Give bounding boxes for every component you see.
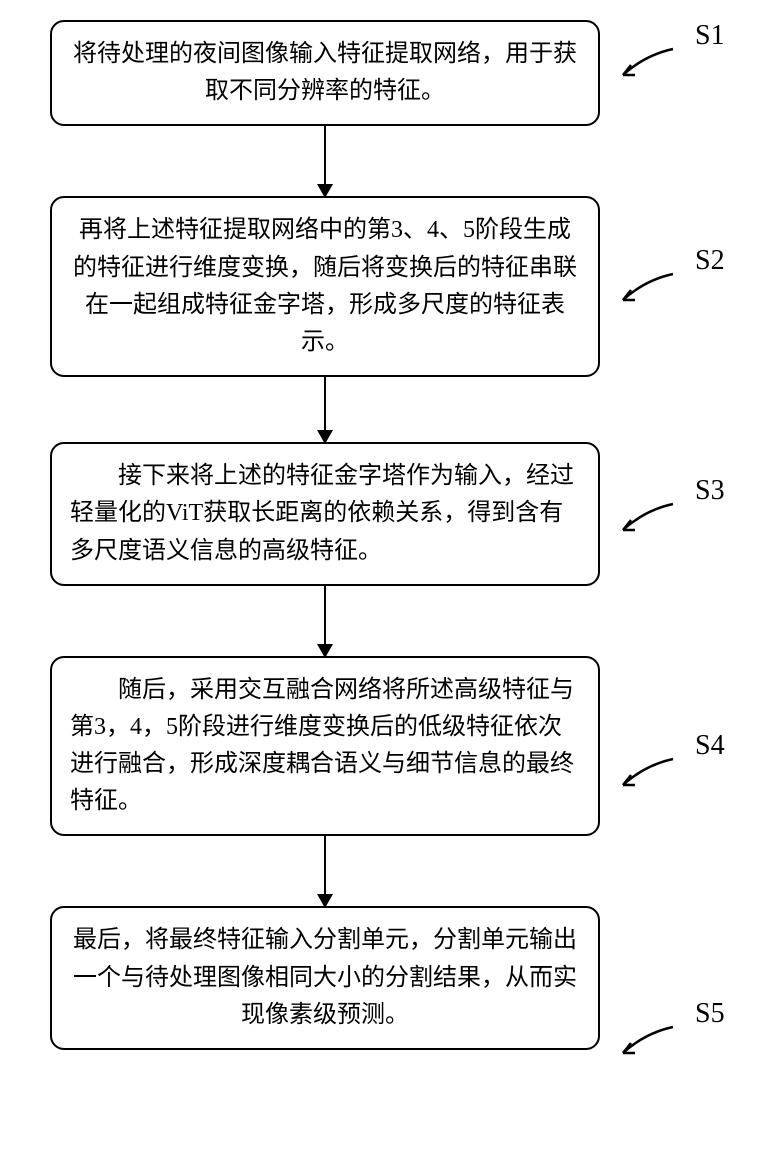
node-text: 最后，将最终特征输入分割单元，分割单元输出一个与待处理图像相同大小的分割结果，从… [73, 927, 577, 1027]
node-text: 将待处理的夜间图像输入特征提取网络，用于获取不同分辨率的特征。 [73, 41, 577, 104]
label-text: S4 [695, 730, 725, 761]
label-arrow-s4 [615, 755, 675, 795]
flowchart-container: 将待处理的夜间图像输入特征提取网络，用于获取不同分辨率的特征。 再将上述特征提取… [50, 20, 600, 1050]
label-arrow-s3 [615, 500, 675, 540]
flowchart-node-s5: 最后，将最终特征输入分割单元，分割单元输出一个与待处理图像相同大小的分割结果，从… [50, 906, 600, 1050]
flowchart-node-s1: 将待处理的夜间图像输入特征提取网络，用于获取不同分辨率的特征。 [50, 20, 600, 126]
label-text: S3 [695, 475, 725, 506]
node-text: 随后，采用交互融合网络将所述高级特征与第3，4，5阶段进行维度变换后的低级特征依… [70, 677, 574, 815]
step-label-s1: S1 [695, 20, 725, 52]
arrow-s2-s3 [324, 377, 326, 442]
flowchart-node-s2: 再将上述特征提取网络中的第3、4、5阶段生成的特征进行维度变换，随后将变换后的特… [50, 196, 600, 377]
label-text: S1 [695, 20, 725, 51]
label-arrow-s2 [615, 270, 675, 310]
flowchart-node-s4: 随后，采用交互融合网络将所述高级特征与第3，4，5阶段进行维度变换后的低级特征依… [50, 656, 600, 837]
step-label-s3: S3 [695, 475, 725, 507]
flowchart-node-s3: 接下来将上述的特征金字塔作为输入，经过轻量化的ViT获取长距离的依赖关系，得到含… [50, 442, 600, 586]
label-arrow-s1 [615, 45, 675, 85]
label-text: S5 [695, 998, 725, 1029]
arrow-s1-s2 [324, 126, 326, 196]
arrow-s4-s5 [324, 836, 326, 906]
arrow-s3-s4 [324, 586, 326, 656]
node-text: 再将上述特征提取网络中的第3、4、5阶段生成的特征进行维度变换，随后将变换后的特… [73, 217, 577, 355]
label-text: S2 [695, 245, 725, 276]
step-label-s2: S2 [695, 245, 725, 277]
node-text: 接下来将上述的特征金字塔作为输入，经过轻量化的ViT获取长距离的依赖关系，得到含… [70, 463, 574, 563]
step-label-s4: S4 [695, 730, 725, 762]
label-arrow-s5 [615, 1023, 675, 1063]
step-label-s5: S5 [695, 998, 725, 1030]
